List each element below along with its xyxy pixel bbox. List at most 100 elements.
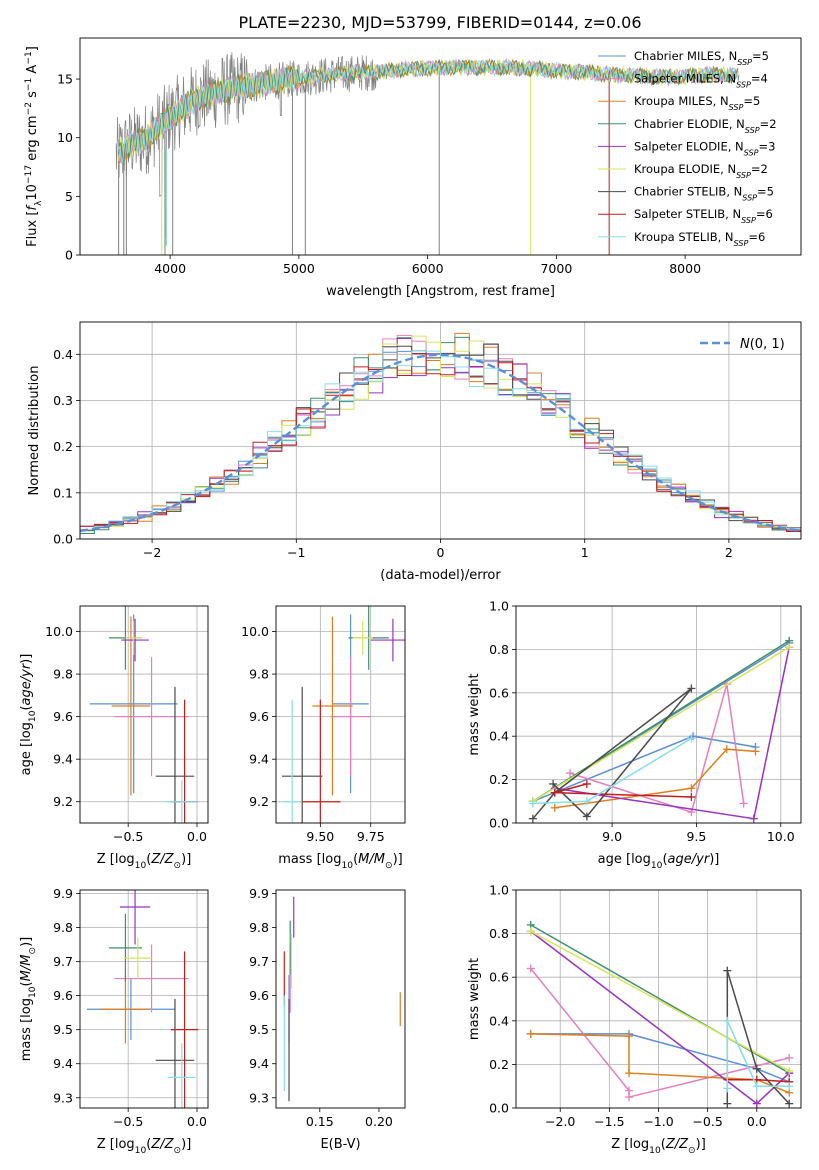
legend-label: Salpeter MILES, NSSP=4 <box>634 72 768 90</box>
label-part: f <box>25 204 40 211</box>
tick-label-x: −1.5 <box>594 1114 624 1129</box>
label-part: 10 <box>28 986 38 998</box>
weight-line <box>532 642 790 802</box>
axes-frame-age_vs_mass <box>275 605 406 824</box>
tick-label-y: 9.3 <box>53 1090 73 1105</box>
label-part: )] <box>181 1137 191 1152</box>
label-part: ( <box>662 852 667 867</box>
label-part: log <box>115 1137 135 1152</box>
label-part: ⊙ <box>28 947 38 955</box>
label-part: )] <box>393 852 403 867</box>
label-part: Z/Z <box>150 852 174 867</box>
residual-plot <box>80 332 801 536</box>
label-part: A <box>25 65 40 78</box>
legend-name: Salpeter ELODIE, N <box>634 139 744 153</box>
model-fit-line <box>118 57 738 163</box>
tick-label-y: 9.8 <box>53 667 73 682</box>
label-part: ( <box>353 852 358 867</box>
spectrum-ylabel: Flux [fλ10−17 erg cm−2 s−1 A−1] <box>24 46 44 247</box>
label-part: 10 <box>651 861 663 871</box>
weight-line <box>530 924 790 1074</box>
figure-title: PLATE=2230, MJD=53799, FIBERID=0144, z=0… <box>238 13 641 32</box>
legend-sub: SSP <box>737 58 752 67</box>
tick-label-y: 0.2 <box>489 772 509 787</box>
legend-nssp: =2 <box>760 117 777 131</box>
label-part: ⊙ <box>174 1146 182 1156</box>
age_vs_mass-xlabel: mass [log10(M/M⊙)] <box>278 852 402 871</box>
age_vs_z-ylabel: age [log10(age/yr)] <box>19 654 38 776</box>
label-part: )] <box>19 937 34 947</box>
tick-label-y: 0.4 <box>489 1013 509 1028</box>
legend-sub: SSP <box>741 216 756 225</box>
tick-label-y: 10.0 <box>45 624 73 639</box>
axes-residuals: −2 −1 0 1 2 0.0 0.1 0.2 0.3 0.4 (data-model)/error… <box>27 321 802 583</box>
tick-label-x: 6000 <box>412 261 444 276</box>
weight-line <box>554 647 790 820</box>
mass_vs_ebv-plot <box>283 896 401 1102</box>
legend-name: Kroupa STELIB, N <box>634 230 734 244</box>
tick-label-y: 10 <box>57 130 73 145</box>
label-part: 10 <box>135 1146 147 1156</box>
legend-name: Salpeter MILES, N <box>634 72 736 86</box>
tick-label-y: 0 <box>65 248 73 263</box>
tick-label-y: 1.0 <box>489 599 509 614</box>
legend-nssp: =5 <box>752 49 769 63</box>
axes-frame-age_vs_z <box>79 605 209 824</box>
tick-label-y: 15 <box>57 72 73 87</box>
axes-weight_vs_z: −2.0 −1.5 −1.0 −0.5 0.0 0.0 0.2 0.4 0.6 0.8 1.0 Z [… <box>467 883 802 1156</box>
label-part: 10 <box>135 861 147 871</box>
tick-label-y: 9.4 <box>249 752 269 767</box>
tick-label-y: 0.2 <box>53 439 73 454</box>
tick-label-x: −1.0 <box>643 1114 673 1129</box>
label-part: age/yr <box>19 662 34 705</box>
label-part: Z/Z <box>150 1137 174 1152</box>
label-part: λ <box>34 200 44 206</box>
tick-label-x: 9.0 <box>602 829 622 844</box>
label-part: 10 <box>341 861 353 871</box>
legend-nssp: =5 <box>743 94 760 108</box>
tick-label-y: 9.5 <box>53 1022 73 1037</box>
tick-label-x: −2.0 <box>545 1114 575 1129</box>
mass_vs_z-ylabel: mass [log10(M/M⊙)] <box>19 937 38 1061</box>
legend-nssp: =2 <box>751 162 768 176</box>
label-part: )] <box>709 852 719 867</box>
weight_vs_age-plot <box>528 636 794 823</box>
label-part: log <box>322 852 342 867</box>
legend-label: Chabrier MILES, NSSP=5 <box>634 49 769 67</box>
label-part: log <box>629 1137 649 1152</box>
label-part: E(B-V) <box>320 1137 360 1152</box>
tick-label-x: −0.5 <box>113 829 143 844</box>
tick-label-y: 9.4 <box>53 752 73 767</box>
axes-mass_vs_z: −0.5 0.09.39.49.59.69.79.89.9Z [log10(Z/Z… <box>19 886 209 1156</box>
tick-label-y: 9.9 <box>53 886 73 901</box>
label-part: ( <box>661 1137 666 1152</box>
legend-nssp: =4 <box>751 72 768 86</box>
axes-frame-weight_vs_age <box>515 605 802 824</box>
legend-name: Chabrier MILES, N <box>634 49 737 63</box>
legend-name: Chabrier STELIB, N <box>634 185 742 199</box>
tick-label-y: 9.8 <box>249 667 269 682</box>
tick-label-y: 0.0 <box>489 1101 509 1116</box>
tick-label-x: 5000 <box>283 261 315 276</box>
legend-sub: SSP <box>734 238 749 247</box>
age_vs_mass-plot <box>282 606 405 823</box>
tick-label-y: 9.5 <box>249 1022 269 1037</box>
tick-label-x: 1 <box>581 545 589 560</box>
axes-age_vs_z: −0.5 0.09.29.49.69.810.0Z [log10(Z/Z⊙)]ag… <box>19 605 209 871</box>
label-part: )] <box>19 654 34 664</box>
tick-label-x: 0.0 <box>187 829 207 844</box>
label-part: ] <box>25 46 40 51</box>
legend-name: Chabrier ELODIE, N <box>634 117 745 131</box>
axes-weight_vs_age: 9.0 9.5 10.0 0.0 0.2 0.4 0.6 0.8 1.0 age [log10(a… <box>467 599 802 871</box>
legend-nssp: =6 <box>748 230 765 244</box>
weight-line <box>726 1020 790 1089</box>
tick-label-x: 0.0 <box>747 1114 767 1129</box>
label-part: age/yr <box>668 852 711 867</box>
residual-ylabel: Normed distribution <box>27 366 42 496</box>
legend-label: Kroupa ELODIE, NSSP=2 <box>634 162 768 180</box>
mass_vs_z-plot <box>86 890 199 1108</box>
weight_vs_age-xlabel: age [log10(age/yr)] <box>598 852 720 871</box>
label-part: Z/Z <box>665 1137 689 1152</box>
label-part: mass [ <box>19 1018 34 1061</box>
axes-age_vs_mass: 9.50 9.75 9.2 9.4 9.6 9.8 10.0 mass [log10(M/M⊙… <box>241 605 406 871</box>
